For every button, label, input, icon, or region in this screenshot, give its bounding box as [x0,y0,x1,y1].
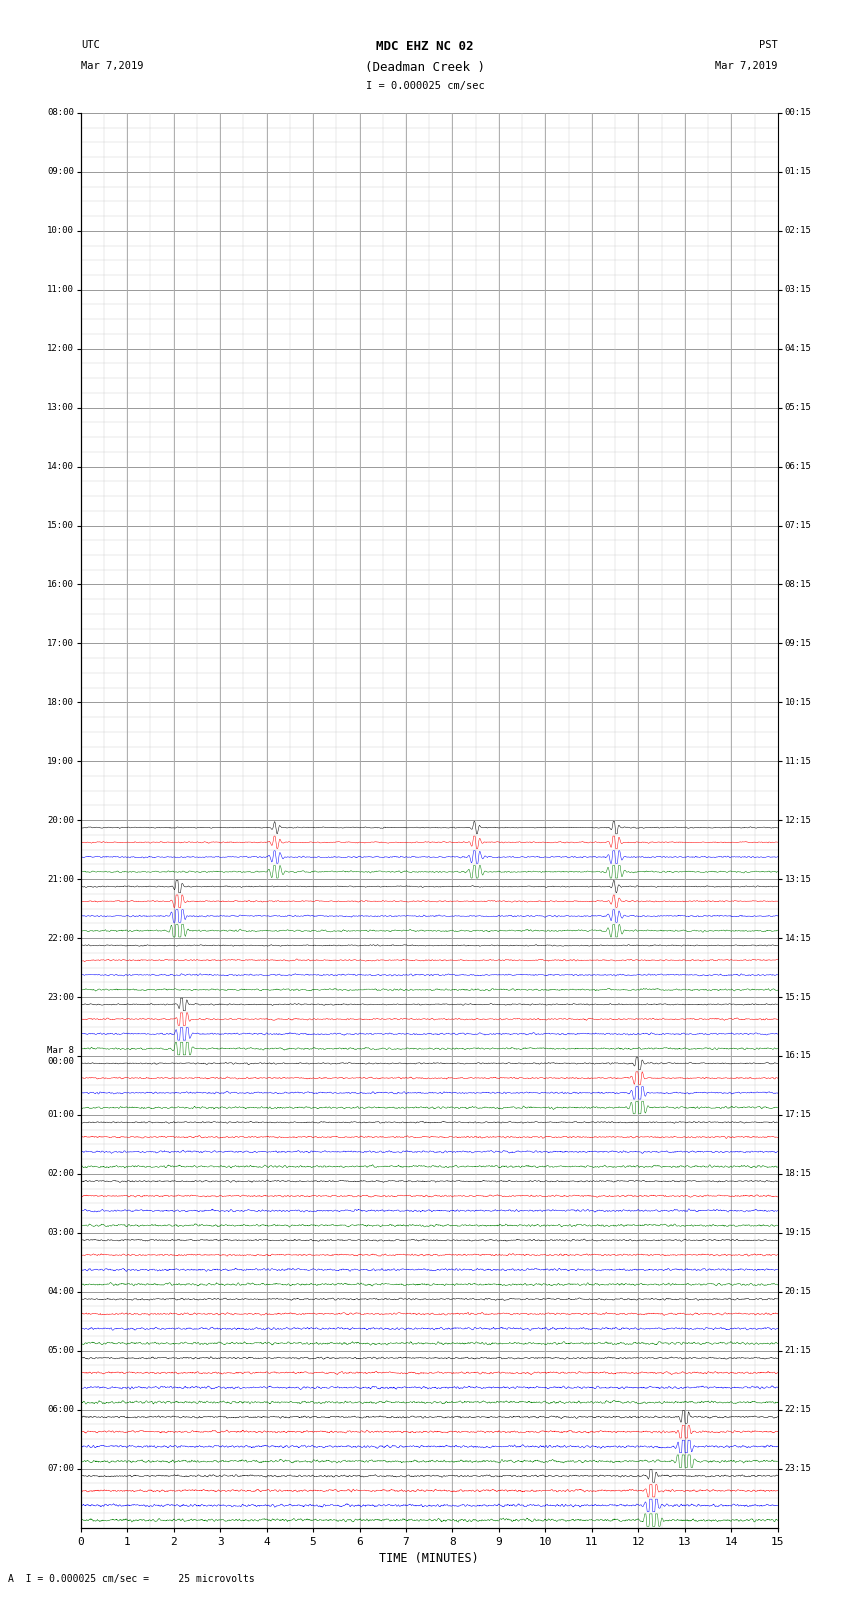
Text: Mar 7,2019: Mar 7,2019 [715,61,778,71]
X-axis label: TIME (MINUTES): TIME (MINUTES) [379,1552,479,1565]
Text: A  I = 0.000025 cm/sec =     25 microvolts: A I = 0.000025 cm/sec = 25 microvolts [8,1574,255,1584]
Text: (Deadman Creek ): (Deadman Creek ) [365,61,485,74]
Text: MDC EHZ NC 02: MDC EHZ NC 02 [377,40,473,53]
Text: PST: PST [759,40,778,50]
Text: I = 0.000025 cm/sec: I = 0.000025 cm/sec [366,81,484,90]
Text: Mar 7,2019: Mar 7,2019 [81,61,144,71]
Text: UTC: UTC [81,40,99,50]
